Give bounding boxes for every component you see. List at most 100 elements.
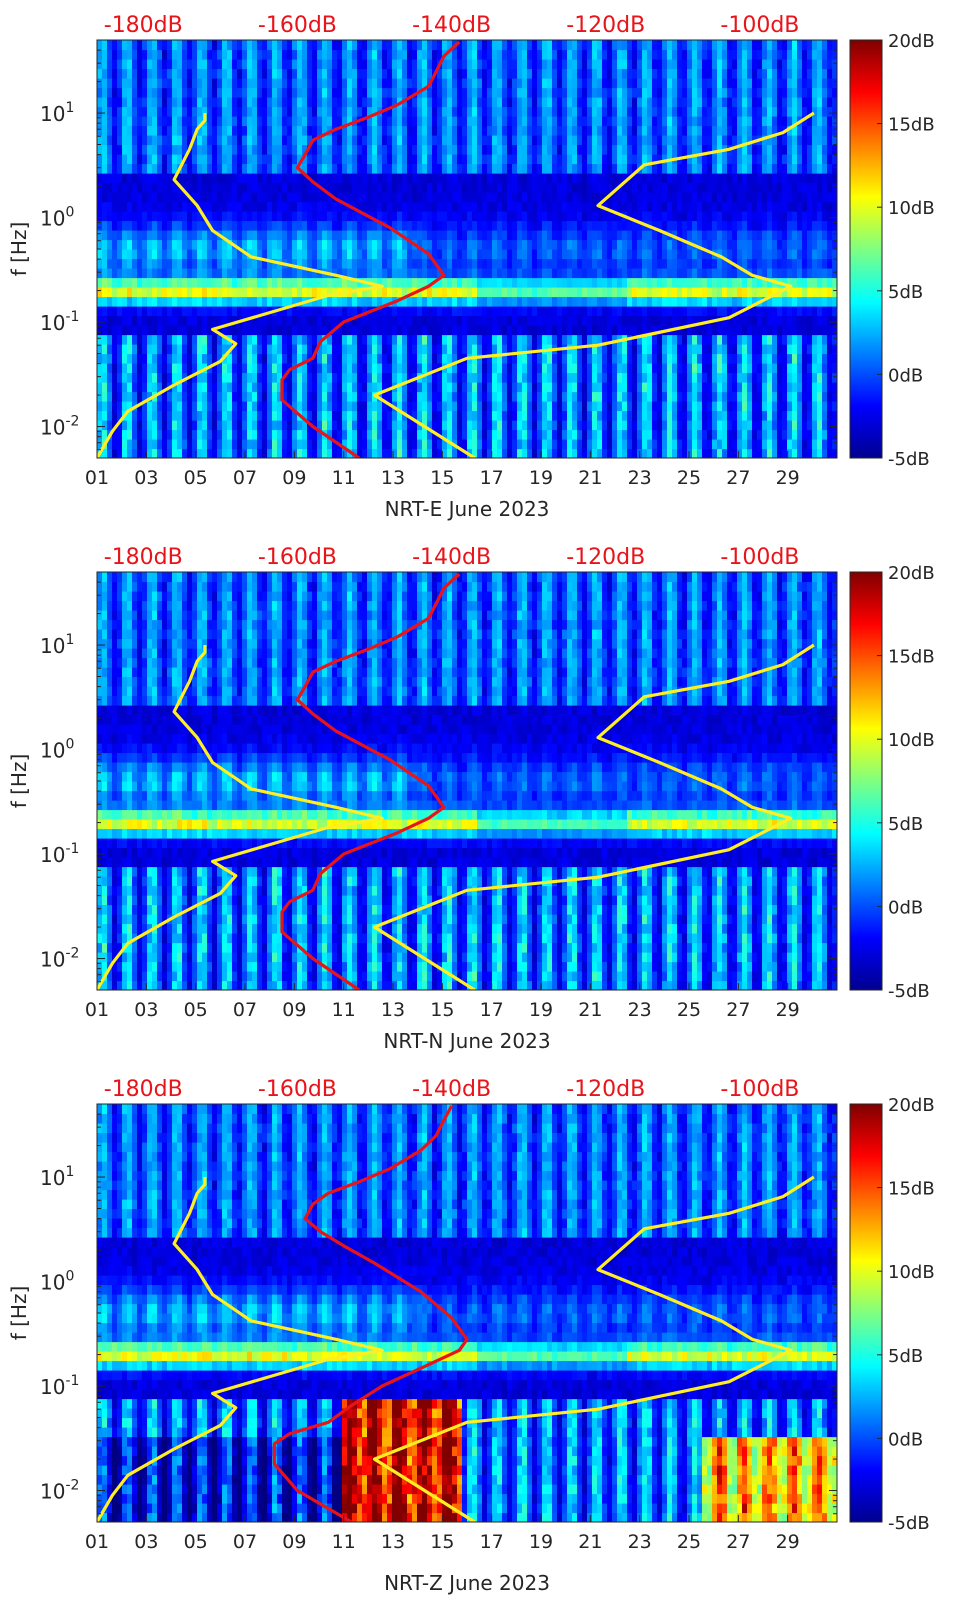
heatmap-cell [502, 315, 508, 326]
heatmap-cell [562, 154, 568, 165]
heatmap-cell [222, 382, 228, 393]
heatmap-cell [422, 363, 428, 374]
heatmap-cell [407, 211, 413, 222]
heatmap-cell [252, 296, 258, 307]
heatmap-cell [582, 401, 588, 412]
heatmap-cell [632, 154, 638, 165]
heatmap-cell [407, 154, 413, 165]
heatmap-cell [247, 135, 253, 146]
heatmap-cell [367, 106, 373, 117]
heatmap-cell [467, 420, 473, 431]
heatmap-cell [487, 97, 493, 108]
heatmap-cell [537, 296, 543, 307]
heatmap-cell [537, 410, 543, 421]
heatmap-cell [457, 344, 463, 355]
heatmap-cell [397, 201, 403, 212]
heatmap-cell [622, 448, 628, 458]
heatmap-cell [402, 173, 408, 184]
heatmap-cell [297, 154, 303, 165]
heatmap-cell [497, 68, 503, 79]
heatmap-cell [427, 201, 433, 212]
heatmap-cell [342, 40, 348, 51]
heatmap-cell [487, 125, 493, 136]
heatmap-cell [132, 363, 138, 374]
heatmap-cell [392, 315, 398, 326]
heatmap-cell [192, 40, 198, 51]
heatmap-cell [482, 429, 488, 440]
heatmap-cell [572, 211, 578, 222]
heatmap-cell [512, 382, 518, 393]
heatmap-cell [217, 401, 223, 412]
heatmap-cell [202, 125, 208, 136]
heatmap-cell [507, 277, 513, 288]
heatmap-cell [167, 135, 173, 146]
heatmap-cell [382, 420, 388, 431]
heatmap-cell [417, 125, 423, 136]
heatmap-cell [117, 334, 123, 345]
heatmap-cell [507, 268, 513, 279]
heatmap-cell [297, 135, 303, 146]
heatmap-cell [187, 211, 193, 222]
heatmap-cell [387, 287, 393, 298]
heatmap-cell [492, 182, 498, 193]
heatmap-cell [137, 429, 143, 440]
heatmap-cell [467, 410, 473, 421]
heatmap-cell [637, 97, 643, 108]
heatmap-cell [322, 144, 328, 155]
heatmap-cell [252, 182, 258, 193]
heatmap-cell [342, 201, 348, 212]
heatmap-cell [632, 192, 638, 203]
heatmap-cell [107, 68, 113, 79]
heatmap-cell [637, 344, 643, 355]
heatmap-cell [367, 135, 373, 146]
heatmap-cell [607, 372, 613, 383]
heatmap-cell [427, 173, 433, 184]
heatmap-cell [382, 363, 388, 374]
heatmap-cell [387, 334, 393, 345]
heatmap-cell [182, 192, 188, 203]
heatmap-cell [212, 372, 218, 383]
heatmap-cell [257, 448, 263, 458]
heatmap-cell [212, 192, 218, 203]
heatmap-cell [232, 277, 238, 288]
heatmap-cell [102, 448, 108, 458]
heatmap-cell [502, 277, 508, 288]
heatmap-cell [527, 163, 533, 174]
heatmap-cell [537, 49, 543, 60]
heatmap-cell [272, 192, 278, 203]
heatmap-cell [562, 410, 568, 421]
heatmap-cell [522, 230, 528, 241]
heatmap-cell [187, 268, 193, 279]
heatmap-cell [462, 334, 468, 345]
heatmap-cell [447, 363, 453, 374]
heatmap-cell [122, 144, 128, 155]
heatmap-cell [332, 306, 338, 317]
heatmap-cell [412, 106, 418, 117]
heatmap-cell [227, 192, 233, 203]
heatmap-cell [472, 211, 478, 222]
heatmap-cell [657, 211, 663, 222]
heatmap-cell [352, 353, 358, 364]
heatmap-cell [227, 258, 233, 269]
heatmap-cell [367, 59, 373, 70]
heatmap-cell [392, 40, 398, 51]
heatmap-cell [642, 106, 648, 117]
heatmap-cell [612, 49, 618, 60]
heatmap-cell [392, 287, 398, 298]
heatmap-cell [432, 382, 438, 393]
heatmap-cell [532, 78, 538, 89]
heatmap-cell [252, 211, 258, 222]
heatmap-cell [187, 258, 193, 269]
heatmap-cell [407, 363, 413, 374]
heatmap-cell [612, 268, 618, 279]
heatmap-cell [407, 344, 413, 355]
heatmap-cell [262, 448, 268, 458]
heatmap-cell [322, 87, 328, 98]
heatmap-cell [327, 306, 333, 317]
heatmap-cell [637, 325, 643, 336]
heatmap-cell [297, 173, 303, 184]
heatmap-cell [647, 40, 653, 51]
heatmap-cell [227, 268, 233, 279]
heatmap-cell [267, 334, 273, 345]
heatmap-cell [467, 106, 473, 117]
